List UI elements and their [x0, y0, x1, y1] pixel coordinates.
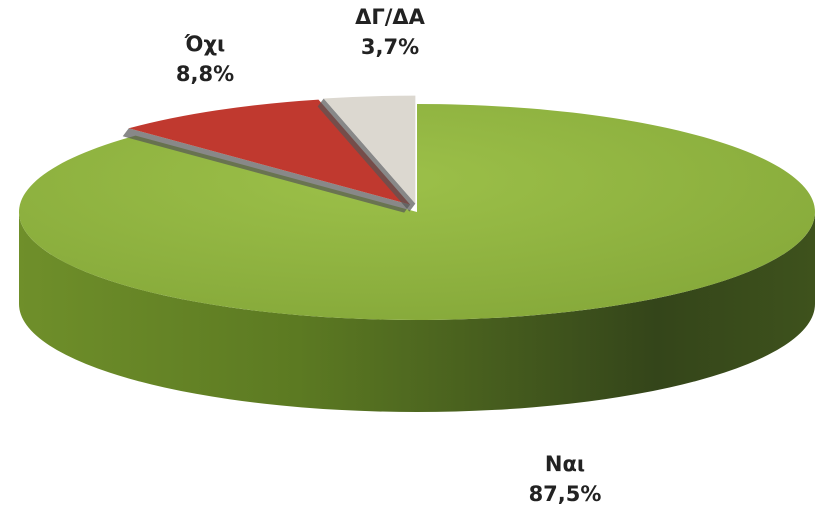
slice-edge [122, 128, 411, 213]
slice-label: Ναι [545, 452, 585, 476]
slice [323, 95, 416, 204]
slice-value-label: 8,8% [176, 62, 234, 86]
slice-label: Όχι [184, 32, 225, 56]
slice-value-label: 87,5% [529, 482, 602, 506]
slice-side [19, 212, 815, 412]
slice-value-label: 3,7% [361, 35, 419, 59]
slice-edge [317, 98, 416, 212]
slice-label: ΔΓ/ΔΑ [355, 5, 426, 29]
